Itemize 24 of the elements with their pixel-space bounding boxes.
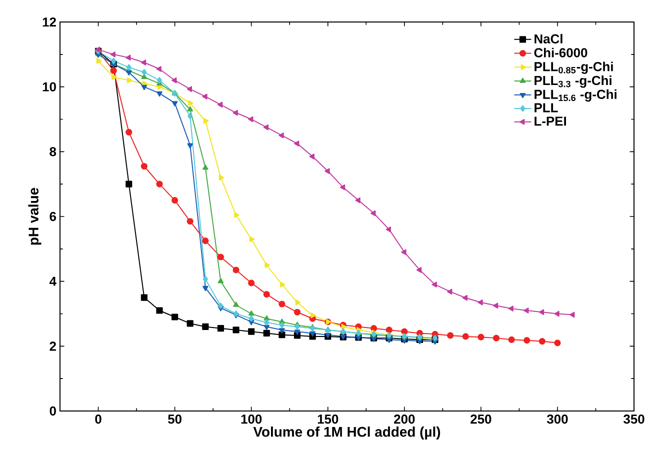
y-tick-label: 4 [49,276,56,286]
x-tick-label: 150 [318,414,338,424]
x-tick-label: 0 [95,414,102,424]
x-axis-title: Volume of 1M HCl added (µl) [253,426,440,440]
x-tick-label: 250 [470,414,492,424]
legend-label: PLL$_{3.3}$ -g-Chi [534,76,612,88]
y-tick-label: 2 [50,342,56,351]
x-tick-label: 200 [394,414,415,424]
y-tick-label: 8 [50,147,56,156]
y-axis-title: pH value [28,188,42,245]
x-tick-label: 100 [241,414,262,424]
legend-label: PLL$_{0.85}$-g-Chi [534,62,613,74]
y-tick-label: 0 [50,406,56,416]
x-tick-label: 50 [168,414,182,424]
x-tick-label: 350 [624,414,644,424]
y-tick-label: 6 [50,212,56,222]
legend-label: PLL [534,103,558,112]
y-tick-label: 10 [42,82,56,92]
x-tick-label: 300 [546,414,568,424]
legend-label: NaCl [534,34,562,44]
legend-label: Chi-6000 [534,48,588,58]
y-tick-label: 12 [42,17,56,27]
legend-label: L-PEI [534,116,566,126]
legend-label: PLL$_{15.6}$ -g-Chi [534,89,616,102]
